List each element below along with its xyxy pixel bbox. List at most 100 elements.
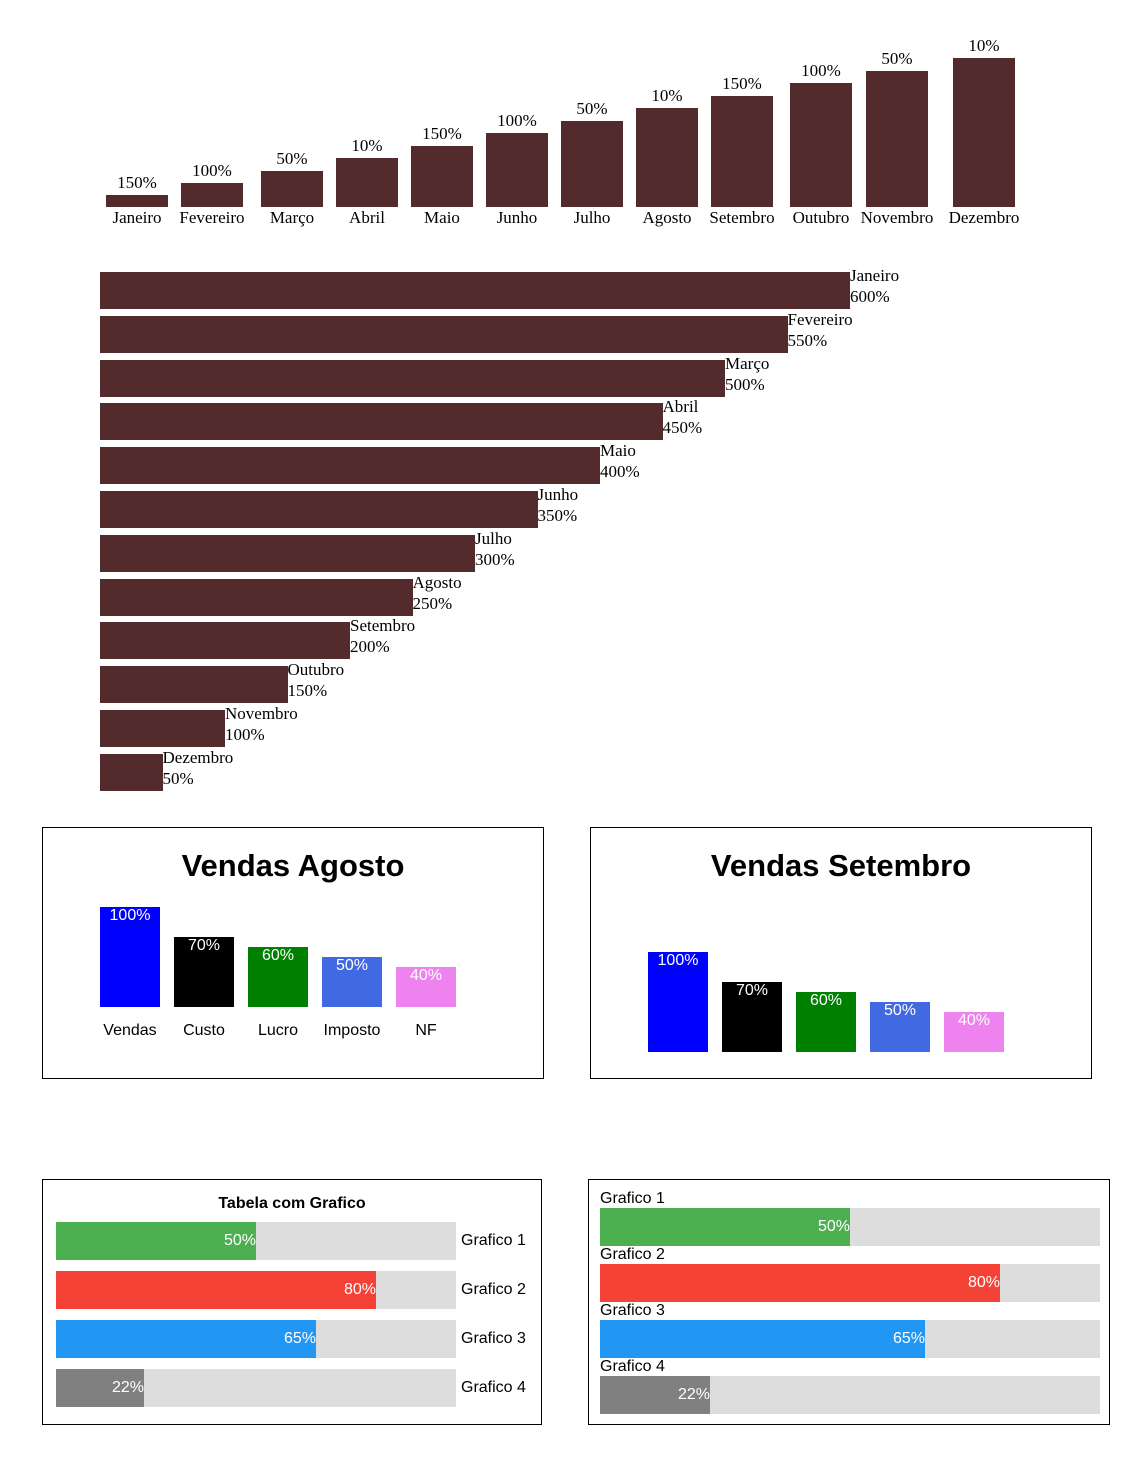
category-label: Fevereiro (787, 309, 853, 329)
progress-fill: 65% (56, 1320, 316, 1358)
value-label: 200% (350, 637, 390, 657)
tick-label: Vendas (103, 1022, 157, 1039)
data-label: 50% (576, 99, 608, 118)
progress-fill: 50% (56, 1222, 256, 1260)
progress-track: 65% (56, 1320, 456, 1358)
category-label: Novembro (225, 704, 298, 723)
bar: 60% (248, 947, 308, 1007)
value-label: 150% (287, 681, 328, 701)
tick-label: Agosto (642, 208, 692, 227)
bar: 60% (796, 992, 856, 1052)
bar (261, 171, 323, 207)
bar-label: Novembro 100% (225, 703, 298, 745)
data-label: 50% (276, 149, 308, 168)
category-label: Abril (662, 397, 699, 417)
row-label: Grafico 2 (600, 1246, 665, 1263)
bar-label: Fevereiro 550% (788, 309, 853, 351)
tick-label: Outubro (792, 208, 850, 227)
tick-label: Novembro (860, 208, 934, 227)
bar: 70% (174, 937, 234, 1007)
bar (100, 666, 288, 704)
bar (100, 622, 350, 660)
bar: 40% (396, 967, 456, 1007)
value-label: 100% (225, 725, 265, 744)
category-label: Maio (600, 441, 636, 461)
category-label: Junho (537, 485, 579, 504)
data-label: 100% (192, 161, 232, 180)
category-label: Março (725, 353, 770, 373)
bar: 100% (648, 952, 708, 1052)
bar (100, 710, 225, 747)
bar (636, 108, 698, 207)
value-label: 500% (725, 374, 765, 394)
bar-label: Julho 300% (475, 528, 515, 570)
bar-label: Agosto 250% (413, 572, 462, 614)
bar (100, 359, 725, 397)
value-label: 350% (537, 506, 578, 525)
category-label: Julho (475, 528, 512, 548)
row-label: Grafico 1 (461, 1232, 526, 1249)
tabela-com-grafico-panel: Tabela com Grafico 50% Grafico 1 80% Grafic… (42, 1179, 542, 1425)
row-label: Grafico 4 (600, 1358, 665, 1375)
tick-label: Setembro (709, 208, 775, 227)
progress-fill: 80% (56, 1271, 376, 1309)
category-label: Setembro (350, 616, 416, 636)
progress-fill: 22% (56, 1369, 144, 1407)
tick-label: Maio (424, 208, 460, 227)
data-label: 100% (497, 111, 537, 130)
bar (100, 578, 413, 616)
value-label: 300% (475, 549, 515, 569)
bar-label: Junho 350% (538, 484, 579, 526)
progress-track: 80% (600, 1264, 1100, 1302)
bar-label: Janeiro 600% (850, 265, 899, 307)
progress-track: 22% (600, 1376, 1100, 1414)
value-label: 400% (600, 462, 640, 482)
value-label: 450% (662, 418, 703, 438)
progress-track: 50% (56, 1222, 456, 1260)
progress-fill: 50% (600, 1208, 850, 1246)
row-label: Grafico 2 (461, 1281, 526, 1298)
vendas-agosto-panel: Vendas Agosto 100% Vendas 70% Custo 60% Lucro… (42, 827, 544, 1079)
progress-fill: 22% (600, 1376, 710, 1414)
bar (106, 195, 168, 207)
bar (866, 71, 928, 207)
tick-label: Julho (573, 208, 611, 227)
bar (100, 403, 663, 441)
data-label: 50% (881, 49, 913, 68)
bar (411, 146, 473, 207)
row-label: Grafico 3 (461, 1330, 526, 1347)
bar (181, 183, 243, 207)
category-label: Outubro (287, 660, 345, 680)
progress-track: 50% (600, 1208, 1100, 1246)
bar: 50% (322, 957, 382, 1007)
bar (790, 83, 852, 207)
panel-title: Vendas Setembro (710, 848, 972, 883)
data-label: 100% (801, 61, 841, 80)
value-label: 550% (787, 330, 828, 350)
category-label: Janeiro (850, 266, 900, 285)
data-label: 150% (722, 74, 762, 93)
bar-label: Março 500% (725, 353, 769, 395)
progress-track: 80% (56, 1271, 456, 1309)
panel-title: Vendas Agosto (181, 848, 405, 883)
bar (711, 96, 773, 207)
bar: 100% (100, 907, 160, 1007)
category-label: Agosto (412, 572, 462, 592)
data-label: 10% (351, 136, 383, 155)
monthly-horizontal-bar-chart: Janeiro 600% Fevereiro 550% Março 500% Abril 45… (0, 260, 1145, 800)
bar-label: Abril 450% (663, 396, 703, 438)
bar (336, 158, 398, 207)
vendas-setembro-panel: Vendas Setembro 100% 70% 60% 50% 40% (590, 827, 1092, 1079)
bar: 50% (870, 1002, 930, 1052)
tick-label: Fevereiro (179, 208, 245, 227)
bar: 70% (722, 982, 782, 1052)
tick-label: Abril (349, 208, 385, 227)
tick-label: Junho (496, 208, 538, 227)
bar-label: Outubro 150% (288, 659, 345, 701)
data-label: 10% (968, 36, 1000, 55)
value-label: 250% (412, 593, 453, 613)
row-label: Grafico 4 (461, 1379, 526, 1396)
tick-label: Lucro (257, 1022, 299, 1039)
bar (561, 121, 623, 207)
progress-fill: 65% (600, 1320, 925, 1358)
